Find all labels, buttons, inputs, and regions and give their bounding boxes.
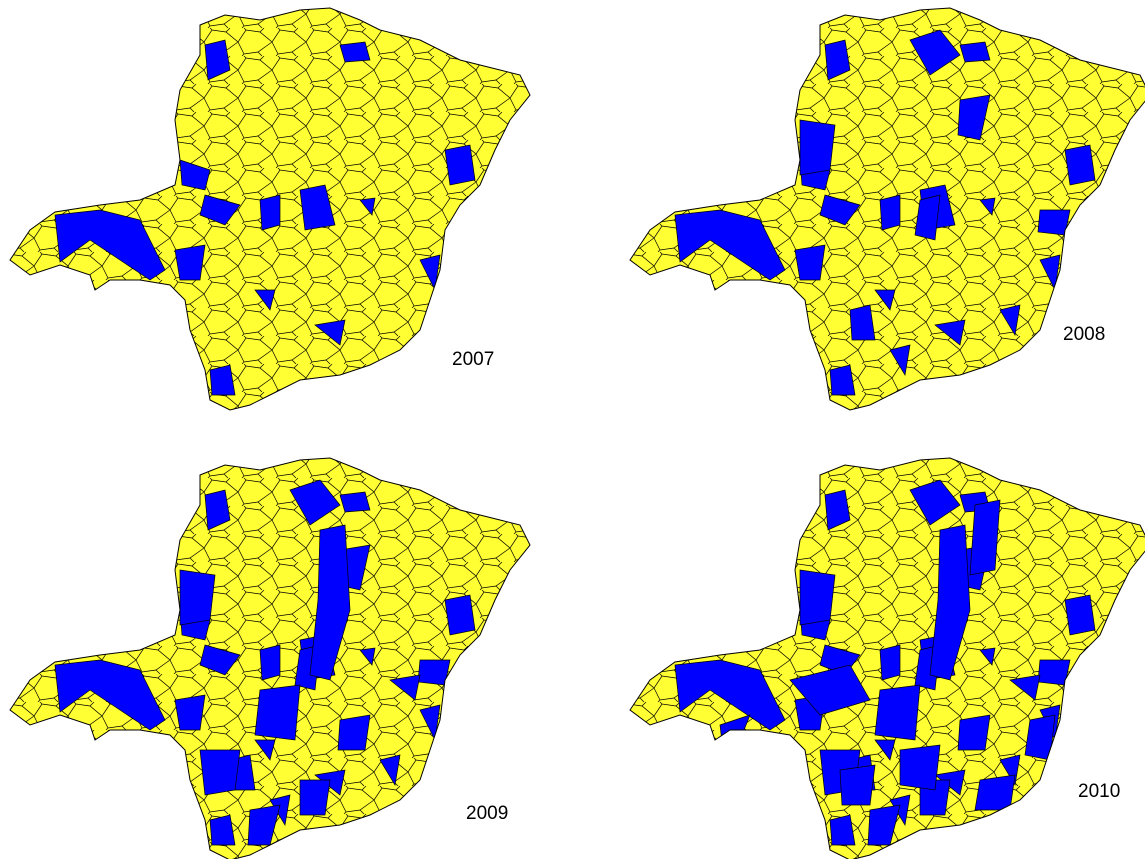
year-label: 2009 bbox=[466, 803, 508, 824]
map-panel bbox=[620, 0, 1145, 420]
map-panel bbox=[0, 450, 540, 859]
map-figure: 2007 2008 2009 2010 bbox=[0, 0, 1145, 859]
year-label: 2008 bbox=[1063, 324, 1105, 345]
year-label: 2007 bbox=[452, 349, 494, 370]
map-panel bbox=[620, 450, 1145, 859]
year-label: 2010 bbox=[1078, 781, 1120, 802]
